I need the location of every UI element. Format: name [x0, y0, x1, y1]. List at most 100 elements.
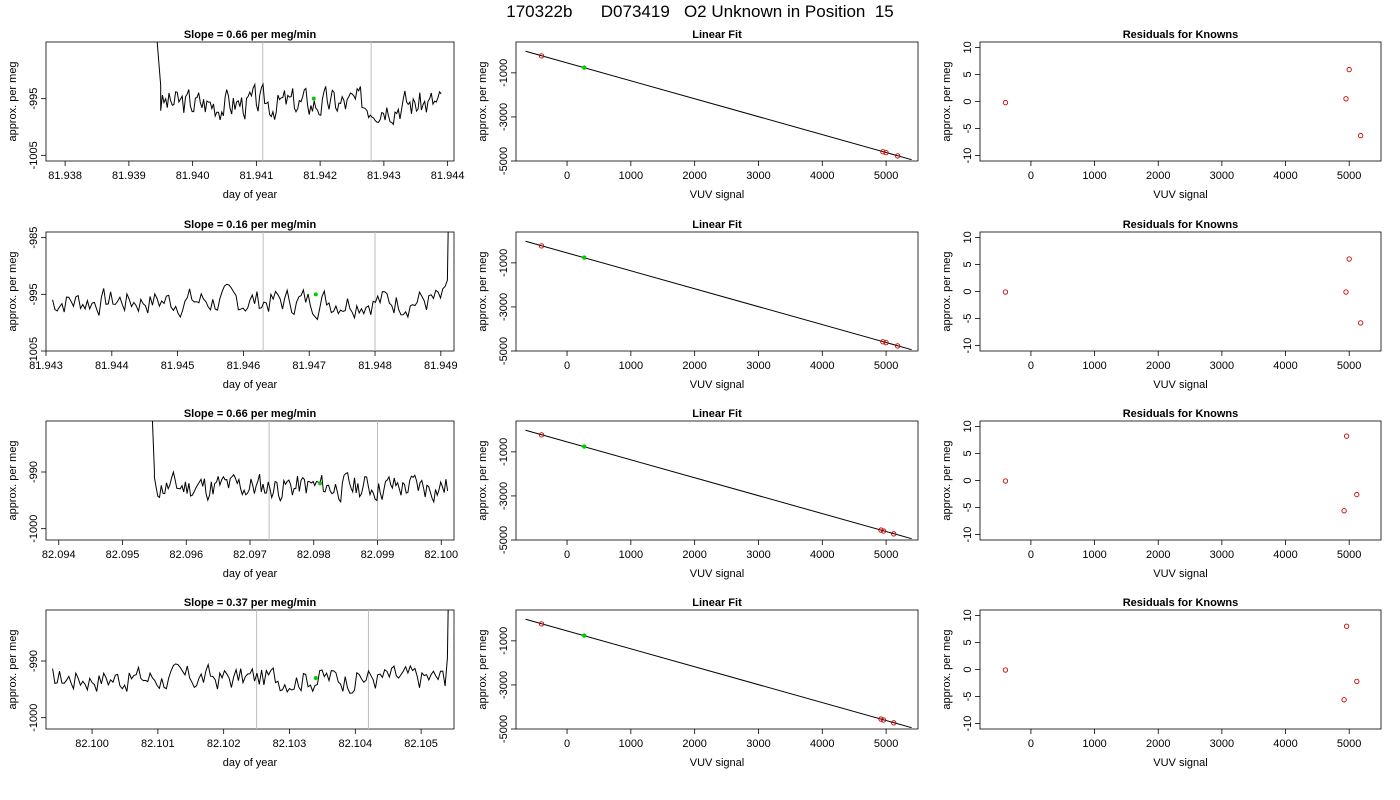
y-axis-label: approx. per meg	[7, 629, 19, 709]
known-point	[538, 53, 545, 59]
x-axis-label: VUV signal	[690, 757, 744, 769]
y-tick-label: -3000	[498, 103, 510, 131]
highlight-point	[313, 676, 318, 680]
x-tick-label: 82.096	[169, 549, 203, 561]
x-axis-label: VUV signal	[1153, 379, 1207, 391]
x-tick-label: 0	[1028, 549, 1034, 561]
y-tick-label: -1000	[28, 704, 40, 732]
y-tick-label: -990	[28, 650, 40, 672]
plot-frame	[515, 420, 919, 541]
y-tick-label: -3000	[498, 671, 510, 699]
residual-point	[1002, 99, 1009, 106]
y-tick-label: -5	[962, 314, 974, 324]
x-tick-label: 4000	[1273, 360, 1297, 372]
x-tick-label: 3000	[1210, 360, 1234, 372]
y-axis-label: approx. per meg	[477, 440, 489, 520]
x-tick-label: 82.102	[207, 738, 241, 750]
x-tick-label: 2000	[682, 170, 706, 182]
fit-line	[525, 618, 912, 729]
plot-area	[525, 429, 912, 540]
chart-panel-5: Linear Fit 0 1000 2000 3000 4000 5000 -5000 -300…	[477, 219, 919, 391]
residual-point	[1002, 478, 1009, 484]
plot-area	[525, 50, 912, 161]
x-axis-label: VUV signal	[1153, 757, 1207, 769]
x-tick-label: 82.095	[106, 549, 140, 561]
chart-panel-2: Linear Fit 0 1000 2000 3000 4000 5000 -5000 -300…	[477, 29, 919, 201]
x-tick-label: 0	[1028, 738, 1034, 750]
x-tick-label: 81.943	[367, 170, 401, 182]
y-tick-label: 5	[962, 71, 974, 77]
y-tick-label: -1000	[498, 59, 510, 87]
y-tick-label: 0	[962, 666, 974, 672]
x-tick-label: 82.101	[141, 738, 175, 750]
x-tick-label: 0	[1028, 360, 1034, 372]
x-tick-label: 1000	[1082, 549, 1106, 561]
y-axis-label: approx. per meg	[7, 251, 19, 331]
y-tick-label: -5000	[498, 337, 510, 365]
y-axis-label: approx. per meg	[7, 440, 19, 520]
plot-area	[1002, 433, 1360, 514]
chart-title: Slope = 0.66 per meg/min	[184, 408, 317, 420]
plot-area	[52, 610, 449, 729]
y-tick-label: -1000	[498, 249, 510, 277]
figure-title: 170322b D073419 O2 Unknown in Position 1…	[506, 2, 894, 21]
fit-line	[525, 429, 912, 540]
x-tick-label: 82.099	[361, 549, 395, 561]
chart-panel-9: Residuals for Knowns 0 1000 2000 3000 4000 500…	[941, 408, 1382, 580]
x-tick-label: 4000	[810, 360, 834, 372]
fit-line	[525, 240, 912, 351]
plot-frame	[45, 609, 455, 730]
x-tick-label: 81.942	[303, 170, 337, 182]
x-tick-label: 1000	[619, 738, 643, 750]
x-tick-label: 0	[1028, 170, 1034, 182]
y-tick-label: -1000	[28, 515, 40, 543]
data-series-line	[52, 610, 449, 694]
y-tick-label: -10	[962, 527, 974, 543]
plot-area	[525, 240, 912, 351]
x-tick-label: 2000	[1146, 738, 1170, 750]
y-axis-label: approx. per meg	[477, 61, 489, 141]
residual-point	[1354, 678, 1360, 685]
residual-point	[1002, 289, 1009, 295]
x-tick-label: 2000	[682, 549, 706, 561]
y-tick-label: 5	[962, 261, 974, 267]
unknown-point	[582, 444, 587, 449]
x-tick-label: 82.094	[42, 549, 76, 561]
plot-area	[156, 42, 442, 161]
x-tick-label: 81.944	[431, 170, 465, 182]
chart-title: Residuals for Knowns	[1123, 29, 1239, 41]
x-tick-label: 82.100	[424, 549, 458, 561]
plot-area	[1002, 256, 1364, 326]
x-tick-label: 5000	[874, 738, 898, 750]
plot-frame	[979, 609, 1382, 730]
y-axis-label: approx. per meg	[7, 61, 19, 141]
x-tick-label: 81.946	[227, 360, 261, 372]
known-point	[894, 153, 901, 159]
y-tick-label: -3000	[498, 482, 510, 510]
data-series-line	[151, 421, 449, 504]
x-tick-label: 5000	[1337, 360, 1361, 372]
y-tick-label: -5000	[498, 715, 510, 743]
x-tick-label: 1000	[619, 549, 643, 561]
known-point	[880, 339, 886, 345]
plot-frame	[515, 231, 919, 352]
y-tick-label: -995	[28, 283, 40, 305]
plot-area	[1002, 623, 1360, 703]
y-tick-label: 10	[962, 231, 974, 243]
x-axis-label: VUV signal	[690, 189, 744, 201]
y-tick-label: -1005	[28, 337, 40, 365]
x-tick-label: 3000	[1210, 738, 1234, 750]
plot-frame	[45, 231, 455, 352]
plot-area	[525, 618, 912, 729]
x-tick-label: 1000	[619, 360, 643, 372]
x-tick-label: 0	[564, 360, 570, 372]
y-tick-label: -5	[962, 692, 974, 702]
y-tick-label: -10	[962, 716, 974, 732]
highlight-point	[313, 292, 318, 297]
y-tick-label: -1000	[498, 627, 510, 655]
residual-point	[1346, 66, 1352, 73]
y-axis-label: approx. per meg	[941, 61, 953, 141]
known-point	[538, 432, 545, 438]
x-tick-label: 81.938	[48, 170, 82, 182]
